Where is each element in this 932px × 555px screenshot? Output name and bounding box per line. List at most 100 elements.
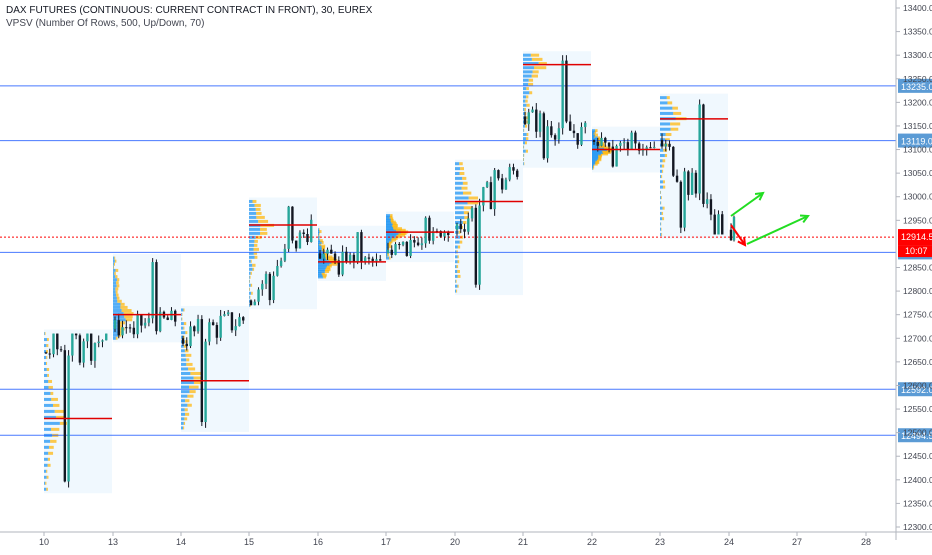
candle-body xyxy=(140,315,142,325)
profile-up-bar xyxy=(249,296,250,299)
profile-down-bar xyxy=(249,288,250,291)
profile-up-bar xyxy=(249,256,255,259)
profile-down-bar xyxy=(524,154,525,157)
profile-down-bar xyxy=(526,150,528,153)
profile-down-bar xyxy=(390,214,392,217)
profile-up-bar xyxy=(455,177,462,180)
profile-up-bar xyxy=(181,417,184,420)
candle-body xyxy=(155,262,157,331)
profile-down-bar xyxy=(251,260,252,263)
profile-up-bar xyxy=(181,404,187,407)
profile-up-bar xyxy=(113,278,117,281)
candle-body xyxy=(71,334,73,356)
profile-down-bar xyxy=(124,315,132,318)
profile-up-bar xyxy=(113,287,115,290)
profile-down-bar xyxy=(534,66,546,69)
profile-up-bar xyxy=(523,154,524,157)
profile-up-bar xyxy=(181,386,189,389)
x-tick-label: 21 xyxy=(518,537,528,547)
profile-down-bar xyxy=(662,212,663,215)
profile-up-bar xyxy=(523,87,526,90)
profile-down-bar xyxy=(320,239,323,242)
candle-body xyxy=(49,354,51,355)
profile-down-bar xyxy=(46,470,47,473)
profile-down-bar xyxy=(115,260,117,263)
candle-body xyxy=(634,133,636,144)
profile-up-bar xyxy=(113,294,116,297)
y-tick-label: 12800.0 xyxy=(903,286,932,296)
profile-down-bar xyxy=(183,426,184,429)
candle-body xyxy=(276,266,278,276)
candle-body xyxy=(627,142,629,149)
y-tick-label: 12850.0 xyxy=(903,263,932,273)
profile-up-bar xyxy=(249,304,250,307)
profile-up-bar xyxy=(181,390,189,393)
candle-body xyxy=(197,319,199,331)
profile-up-bar xyxy=(660,122,670,125)
profile-down-bar xyxy=(457,285,458,288)
candle-body xyxy=(501,178,503,189)
candle-body xyxy=(269,274,271,300)
profile-up-bar xyxy=(455,270,457,273)
candle-body xyxy=(443,232,445,236)
profile-up-bar xyxy=(181,313,182,316)
candle-body xyxy=(687,171,689,194)
profile-up-bar xyxy=(181,408,185,411)
candle-body xyxy=(623,142,625,143)
profile-up-bar xyxy=(113,334,118,337)
profile-down-bar xyxy=(185,408,188,411)
x-tick-label: 28 xyxy=(861,537,871,547)
profile-up-bar xyxy=(113,306,120,309)
profile-up-bar xyxy=(44,386,49,389)
profile-up-bar xyxy=(249,204,255,207)
candle-body xyxy=(121,327,123,335)
profile-down-bar xyxy=(319,228,320,231)
profile-up-bar xyxy=(181,354,186,357)
profile-down-bar xyxy=(254,240,257,243)
profile-down-bar xyxy=(122,309,132,312)
profile-up-bar xyxy=(660,180,663,183)
profile-up-bar xyxy=(660,222,661,225)
y-tick-label: 12700.0 xyxy=(903,333,932,343)
profile-up-bar xyxy=(455,162,459,165)
profile-up-bar xyxy=(523,150,526,153)
profile-up-bar xyxy=(455,182,463,185)
candle-body xyxy=(680,182,682,228)
profile-up-bar xyxy=(181,399,185,402)
candle-body xyxy=(223,314,225,316)
candle-body xyxy=(356,232,358,262)
profile-down-bar xyxy=(463,182,468,185)
profile-down-bar xyxy=(256,216,264,219)
profile-down-bar xyxy=(529,91,532,94)
profile-down-bar xyxy=(660,191,661,194)
x-tick-label: 16 xyxy=(313,537,323,547)
candle-body xyxy=(287,207,289,249)
profile-down-bar xyxy=(114,263,115,266)
candle-body xyxy=(554,135,556,139)
candle-body xyxy=(326,250,328,254)
profile-up-bar xyxy=(455,167,460,170)
indicator-legend[interactable]: VPSV (Number Of Rows, 500, Up/Down, 70) xyxy=(6,18,204,29)
x-tick-label: 24 xyxy=(724,537,734,547)
x-tick-label: 15 xyxy=(244,537,254,547)
candle-body xyxy=(349,255,351,262)
candle-body xyxy=(543,113,545,158)
profile-down-bar xyxy=(116,290,118,293)
profile-down-bar xyxy=(51,428,59,431)
price-axis[interactable]: 13235.013119.012882.012592.012494.512914… xyxy=(896,0,932,540)
candle-body xyxy=(136,315,138,334)
profile-down-bar xyxy=(462,187,468,190)
profile-up-bar xyxy=(44,428,51,431)
profile-down-bar xyxy=(49,446,54,449)
profile-up-bar xyxy=(44,356,46,359)
profile-up-bar xyxy=(455,206,464,209)
profile-down-bar xyxy=(663,149,667,152)
candle-body xyxy=(261,284,263,290)
candle-body xyxy=(133,328,135,335)
profile-up-bar xyxy=(181,363,186,366)
profile-down-bar xyxy=(532,58,543,61)
profile-up-bar xyxy=(44,482,45,485)
